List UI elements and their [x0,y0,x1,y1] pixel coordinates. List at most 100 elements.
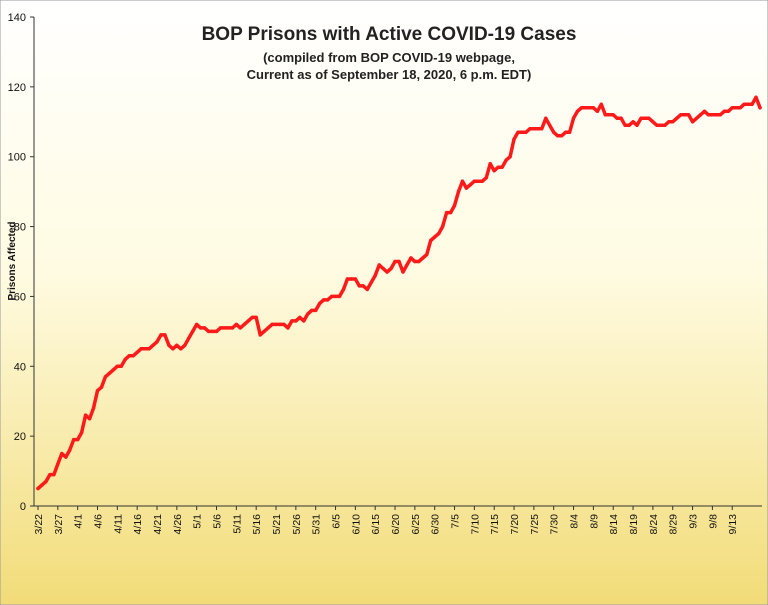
x-tick-label: 8/4 [569,514,581,529]
data-point [742,102,746,107]
data-point [595,109,600,114]
data-point [639,116,643,121]
x-tick-label: 5/31 [311,514,323,535]
data-point [448,210,453,215]
x-tick-label: 8/9 [588,514,600,529]
data-point [202,326,207,330]
y-tick-label: 80 [14,222,26,234]
data-point [694,116,699,121]
data-point [425,252,429,257]
data-point [318,301,322,306]
data-point [385,270,389,274]
data-point [56,462,60,466]
data-point [575,109,580,114]
data-point [349,277,354,281]
data-point [321,298,326,302]
data-point [266,326,270,330]
data-point [579,106,584,110]
data-point [44,479,48,484]
data-point [468,183,473,187]
data-point [76,437,80,442]
data-point [508,155,512,159]
data-point [230,326,235,330]
data-point [663,123,667,128]
data-point [333,294,338,299]
data-point [504,158,508,162]
data-point [615,116,619,121]
data-point [341,287,346,292]
x-tick-label: 5/21 [271,514,283,535]
data-point [337,294,342,299]
data-point [119,364,124,368]
data-point [381,266,385,271]
data-point [698,113,703,117]
data-point [294,319,298,323]
data-point [452,203,457,208]
data-point [167,343,171,347]
data-point [623,123,627,128]
data-point [111,368,116,372]
x-tick-label: 4/6 [93,514,105,529]
data-point [361,284,365,288]
data-point [175,343,179,347]
x-axis-ticks: 3/22 3/27 4/1 4/6 4/11 4/16 4/21 4/26 5/1 5/6 5/11… [33,506,739,534]
data-point [286,326,290,330]
data-point [99,385,104,389]
x-tick-label: 7/20 [509,514,521,535]
y-tick-label: 100 [8,152,26,164]
data-point [238,326,242,330]
data-point [103,375,108,379]
data-point [218,326,223,330]
data-point [345,277,350,281]
x-tick-label: 7/15 [489,514,501,535]
x-tick-label: 6/15 [370,514,382,535]
x-tick-label: 6/25 [410,514,422,535]
data-point [476,179,480,183]
data-point [83,413,88,417]
data-point [214,329,219,334]
data-point [151,343,155,347]
x-tick-label: 9/8 [707,514,719,529]
data-point [325,298,330,302]
data-point [397,259,401,264]
data-point [206,329,211,334]
x-tick-label: 6/5 [331,514,343,529]
data-point [631,120,635,124]
x-tick-label: 9/13 [727,514,739,535]
x-tick-label: 4/21 [152,514,164,535]
data-point [187,336,191,340]
data-point [222,326,227,330]
data-point [440,224,445,229]
y-tick-label: 60 [14,291,26,303]
data-point [726,109,730,114]
data-point [559,134,564,138]
data-point [532,127,536,131]
data-point [91,406,96,410]
data-point [413,259,417,264]
data-point [635,123,639,128]
x-tick-label: 6/20 [390,514,402,535]
data-point [258,333,262,337]
data-point [171,347,175,351]
data-point [139,347,143,351]
data-point [472,179,477,183]
x-tick-label: 5/1 [192,514,204,529]
data-point [52,472,56,477]
data-point [480,179,484,183]
x-tick-label: 9/3 [688,514,700,529]
x-tick-label: 5/6 [212,514,224,529]
data-point [72,437,76,442]
data-point [127,354,131,358]
data-point [421,256,425,260]
data-point [651,120,655,124]
data-point [155,340,159,344]
data-point [516,130,520,134]
data-point [512,137,516,141]
data-point [409,256,413,260]
data-point [79,430,84,435]
data-point [302,319,306,323]
x-tick-label: 5/26 [291,514,303,535]
data-point [131,354,135,358]
data-point [123,357,128,361]
data-point [444,210,449,215]
